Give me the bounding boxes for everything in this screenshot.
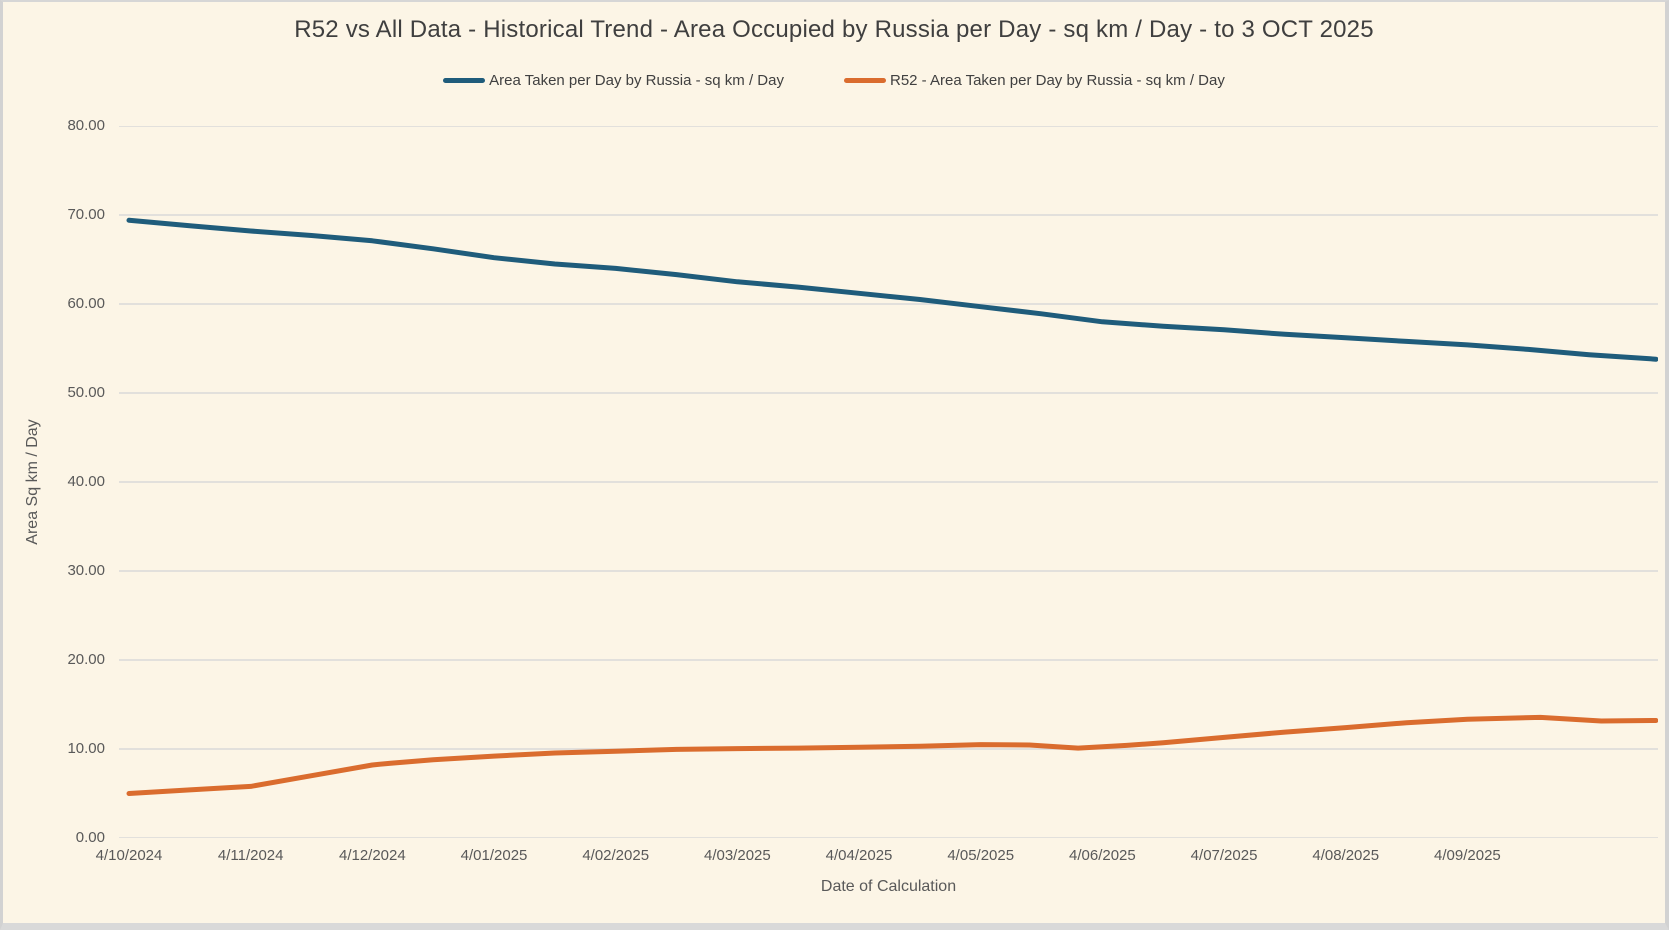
legend-item-r52[interactable]: R52 - Area Taken per Day by Russia - sq …	[843, 72, 1225, 89]
x-tick-label: 4/08/2025	[1312, 847, 1380, 864]
y-tick-label: 40.00	[67, 473, 105, 490]
legend-swatch-r52-icon	[843, 78, 886, 83]
x-tick-label: 4/05/2025	[947, 847, 1015, 864]
chart-canvas	[119, 126, 1658, 838]
y-axis-tick-labels: 0.00 10.00 20.00 30.00 40.00 50.00 60.00 70.00 8…	[3, 2, 105, 923]
x-tick-label: 4/09/2025	[1434, 847, 1501, 864]
x-axis-title: Date of Calculation	[820, 878, 957, 895]
chart-title: R52 vs All Data - Historical Trend - Are…	[294, 16, 1374, 43]
y-tick-label: 0.00	[75, 829, 105, 846]
x-tick-label: 4/10/2024	[95, 847, 163, 864]
legend: Area Taken per Day by Russia - sq km / D…	[3, 72, 1665, 89]
x-tick-label: 4/06/2025	[1069, 847, 1136, 864]
x-tick-label: 4/04/2025	[825, 847, 893, 864]
x-tick-label: 4/02/2025	[582, 847, 650, 864]
y-tick-label: 10.00	[67, 740, 105, 757]
x-axis-tick-labels: 4/10/2024 4/11/2024 4/12/2024 4/01/2025 4/02…	[3, 847, 1665, 867]
y-tick-label: 60.00	[67, 295, 105, 312]
series-line-all-data[interactable]	[126, 217, 1658, 362]
y-tick-label: 30.00	[67, 562, 105, 579]
legend-item-all-data[interactable]: Area Taken per Day by Russia - sq km / D…	[443, 72, 784, 89]
x-tick-label: 4/01/2025	[460, 847, 528, 864]
legend-swatch-all-data-icon	[443, 78, 486, 83]
x-tick-label: 4/07/2025	[1190, 847, 1258, 864]
legend-label-all-data: Area Taken per Day by Russia - sq km / D…	[489, 72, 784, 89]
y-tick-label: 20.00	[67, 651, 105, 668]
y-tick-label: 80.00	[67, 117, 105, 134]
legend-label-r52: R52 - Area Taken per Day by Russia - sq …	[889, 72, 1225, 89]
series-line-r52[interactable]	[126, 714, 1658, 796]
x-tick-label: 4/11/2024	[217, 847, 284, 864]
x-tick-label: 4/12/2024	[338, 847, 406, 864]
y-tick-label: 70.00	[67, 206, 105, 223]
y-tick-label: 50.00	[67, 384, 105, 401]
x-tick-label: 4/03/2025	[703, 847, 771, 864]
plot-area[interactable]	[119, 126, 1658, 838]
